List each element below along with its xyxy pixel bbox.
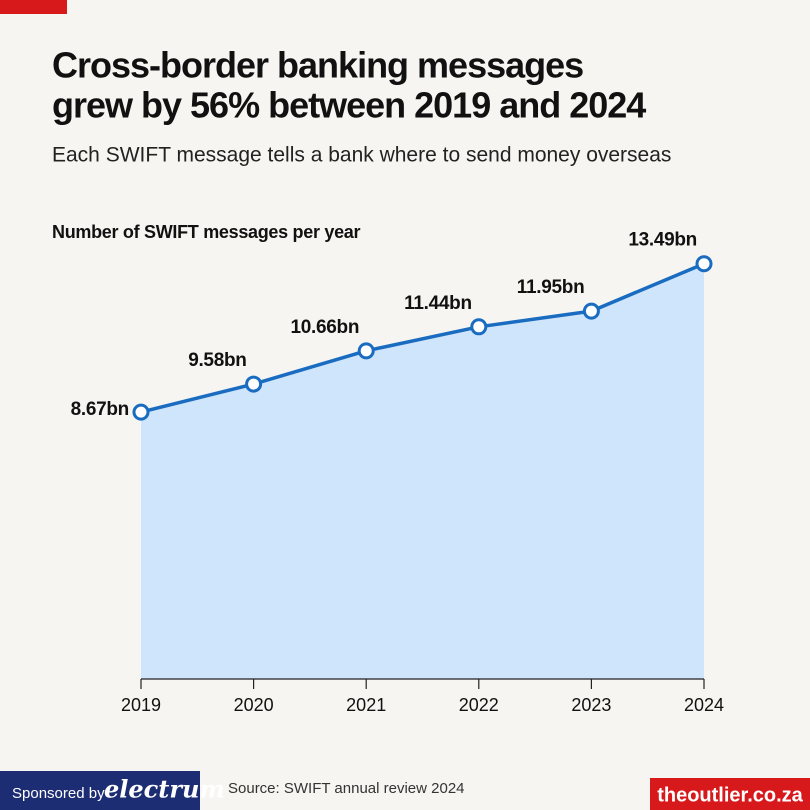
source: Source: SWIFT annual review 2024 [228, 780, 465, 797]
sponsor-text: Sponsored by [12, 785, 105, 802]
x-tick-label: 2019 [121, 695, 161, 715]
point [470, 318, 488, 336]
line [140, 262, 705, 414]
x-tick-label: 2024 [684, 695, 724, 715]
area [141, 263, 704, 679]
value-label: 8.67bn [71, 399, 129, 420]
value-label: 10.66bn [291, 317, 360, 338]
point [695, 255, 713, 273]
point [357, 342, 375, 360]
sponsor-name: electrum [104, 775, 225, 804]
value-label: 11.95bn [517, 277, 585, 298]
x-tick-label: 2022 [459, 695, 499, 715]
point [245, 375, 263, 393]
chart-title: Cross-border banking messages [52, 45, 583, 86]
brand-box [650, 778, 810, 810]
plot: 2019 2020 2021 2022 2023 2024 8.67bn 9.58bn 10.6… [71, 230, 724, 715]
point [132, 403, 150, 421]
chart-title: grew by 56% between 2019 and 2024 [52, 85, 646, 126]
accent-bar [0, 0, 67, 14]
brand: theoutlier.co.za [657, 784, 803, 806]
sponsor-box [0, 771, 200, 810]
x-tick-label: 2020 [234, 695, 274, 715]
chart-subtitle: Each SWIFT message tells a bank where to… [52, 144, 671, 167]
point [582, 302, 600, 320]
y-axis-label: Number of SWIFT messages per year [52, 222, 360, 242]
value-label: 13.49bn [628, 230, 697, 251]
x-tick-label: 2023 [571, 695, 611, 715]
value-label: 11.44bn [404, 293, 472, 314]
value-label: 9.58bn [188, 350, 246, 371]
x-tick-label: 2021 [346, 695, 386, 715]
